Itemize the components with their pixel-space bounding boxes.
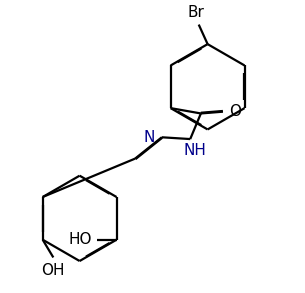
Text: OH: OH	[41, 263, 65, 278]
Text: N: N	[144, 130, 155, 145]
Text: NH: NH	[183, 143, 206, 158]
Text: HO: HO	[68, 232, 92, 247]
Text: O: O	[229, 104, 241, 119]
Text: Br: Br	[188, 5, 204, 20]
